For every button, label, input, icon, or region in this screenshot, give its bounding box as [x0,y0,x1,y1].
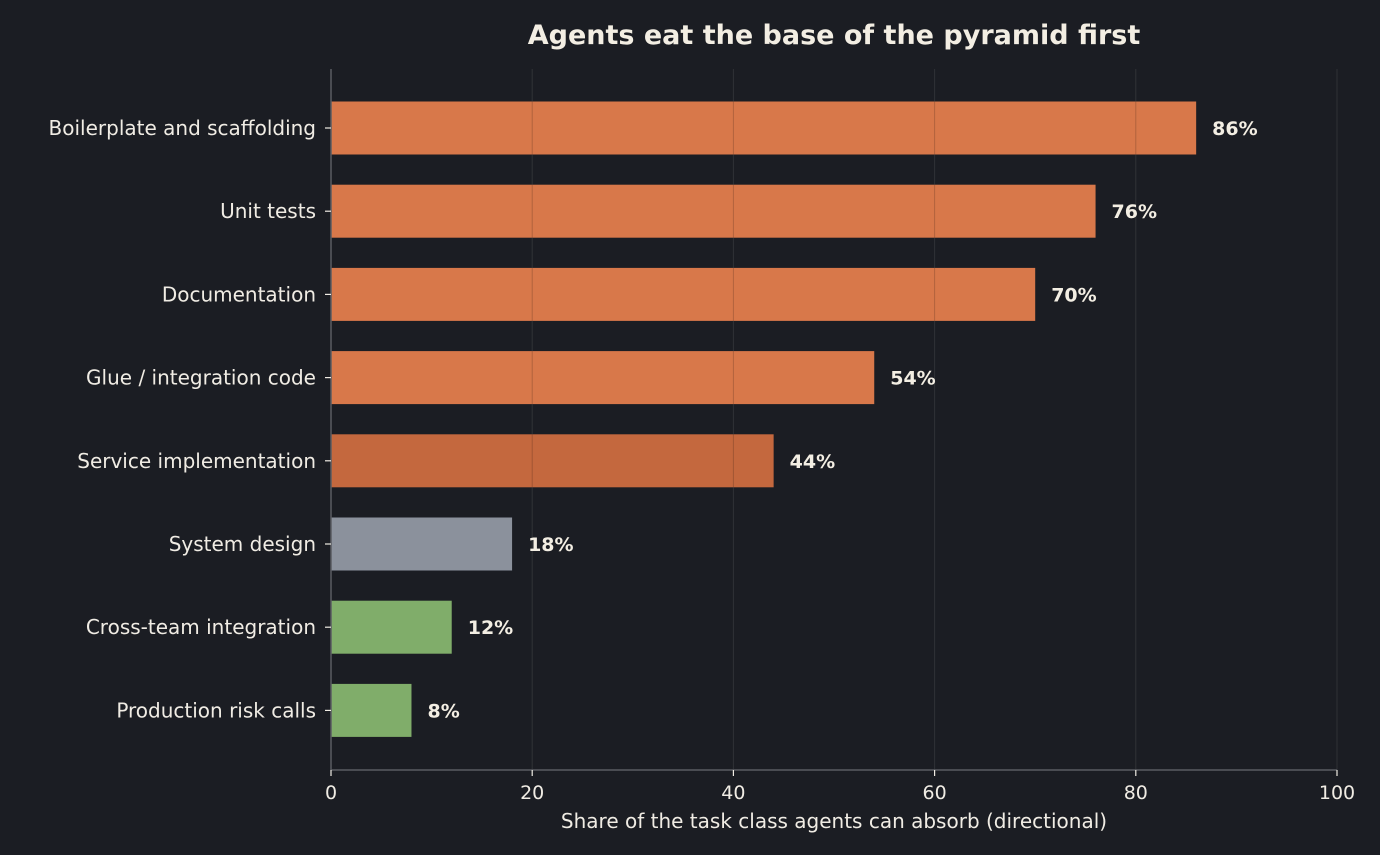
category-label: Service implementation [77,449,316,473]
value-label: 18% [528,534,573,556]
x-ticks: 0 20 40 60 80 100 [325,770,1355,804]
bar [331,600,452,654]
bar [331,683,412,737]
bar [331,434,774,488]
x-tick-label: 100 [1319,782,1355,804]
category-label: Boilerplate and scaffolding [49,116,316,140]
bar [331,184,1096,238]
value-label: 54% [890,368,935,390]
category-label: Documentation [162,282,316,306]
x-tick-label: 0 [325,782,337,804]
value-label: 76% [1112,201,1157,223]
bar [331,267,1036,321]
chart-title: Agents eat the base of the pyramid first [528,20,1141,51]
axes [330,69,1337,771]
x-axis-label: Share of the task class agents can absor… [561,809,1107,833]
bar [331,517,513,571]
x-tick-label: 60 [923,782,947,804]
category-label: Cross-team integration [86,615,316,639]
category-label: System design [169,532,316,556]
category-label: Unit tests [220,199,316,223]
category-label: Glue / integration code [86,366,316,390]
value-label: 44% [790,451,835,473]
value-label: 8% [427,700,459,722]
bar [331,101,1197,155]
category-labels: Boilerplate and scaffolding Unit tests Doc… [49,116,331,722]
bar [331,351,875,405]
value-labels: 86% 76% 70% 54% 44% 18% 12% 8% [427,118,1257,722]
x-tick-label: 40 [721,782,745,804]
x-tick-label: 20 [520,782,544,804]
value-label: 86% [1212,118,1257,140]
value-label: 70% [1051,284,1096,306]
x-tick-label: 80 [1124,782,1148,804]
category-label: Production risk calls [116,698,316,722]
value-label: 12% [468,617,513,639]
bars [331,101,1197,737]
